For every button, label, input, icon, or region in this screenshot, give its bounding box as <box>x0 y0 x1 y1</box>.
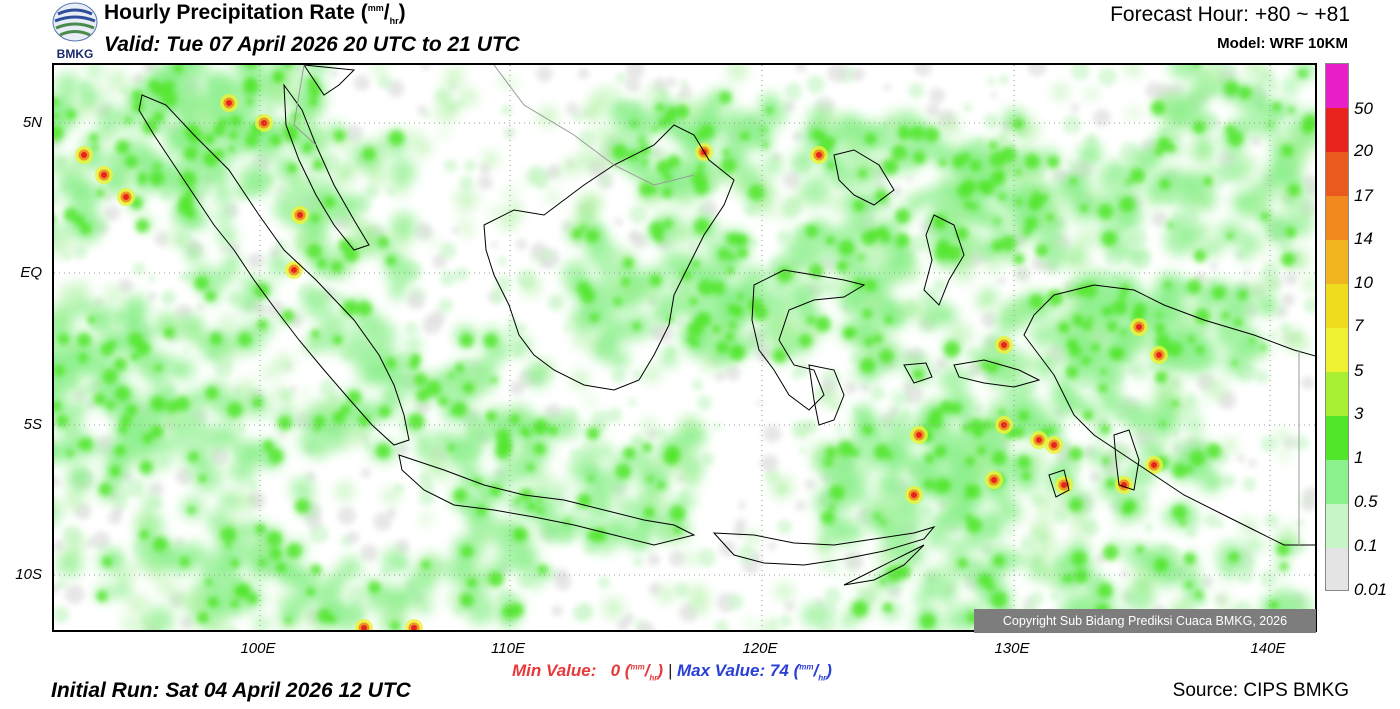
legend-swatch-50 <box>1326 64 1348 108</box>
color-legend <box>1325 63 1349 591</box>
legend-swatch-3 <box>1326 372 1348 416</box>
chart-title: Hourly Precipitation Rate (mm/hr) <box>104 1 406 27</box>
legend-label-50: 50 <box>1354 99 1373 118</box>
legend-label-5: 5 <box>1354 361 1364 380</box>
tanimbar-coast <box>1048 469 1070 498</box>
legend-swatch-5 <box>1326 328 1348 372</box>
legend-swatch-10 <box>1326 240 1348 284</box>
legend-label-1: 1 <box>1354 448 1364 467</box>
lon-label-140e: 140E <box>1250 640 1286 657</box>
papua-coast <box>1023 284 1315 546</box>
max-unit-num: mm <box>799 662 814 672</box>
copyright-banner: Copyright Sub Bidang Prediksi Cuaca BMKG… <box>974 609 1316 633</box>
buru-coast <box>903 362 933 384</box>
legend-swatch-17 <box>1326 152 1348 196</box>
timor-coast <box>843 544 925 586</box>
legend-label-14: 14 <box>1354 229 1373 248</box>
legend-swatch-0-1 <box>1326 504 1348 548</box>
legend-swatch-7 <box>1326 284 1348 328</box>
title-unit-den: hr <box>389 16 399 27</box>
min-unit-den: hr <box>649 673 658 683</box>
map-canvas <box>54 65 1315 630</box>
legend-swatch-20 <box>1326 108 1348 152</box>
seram-coast <box>953 359 1041 388</box>
lat-label-5s: 5S <box>23 416 42 433</box>
logo-text: BMKG <box>57 47 94 60</box>
source-credit: Source: CIPS BMKG <box>1172 680 1349 701</box>
map-grid <box>54 65 1315 630</box>
sunda-coast <box>712 526 936 566</box>
legend-swatch-14 <box>1326 196 1348 240</box>
title-close: ) <box>398 1 406 24</box>
max-label: Max Value: <box>676 661 766 680</box>
title-text: Hourly Precipitation Rate ( <box>104 1 368 24</box>
aru-coast <box>1113 429 1140 491</box>
lon-label-100e: 100E <box>240 640 276 657</box>
title-unit-num: mm <box>367 3 384 13</box>
legend-label-17: 17 <box>1354 186 1373 205</box>
valid-time: Valid: Tue 07 April 2026 20 UTC to 21 UT… <box>104 33 520 56</box>
legend-label-0-5: 0.5 <box>1354 492 1378 511</box>
lon-label-120e: 120E <box>742 640 778 657</box>
min-value: 0 <box>610 661 621 680</box>
indochina-coast <box>303 65 356 96</box>
model-name: Model: WRF 10KM <box>1217 35 1348 52</box>
legend-swatch-0-5 <box>1326 460 1348 504</box>
legend-label-7: 7 <box>1354 316 1364 335</box>
precipitation-map <box>52 63 1317 632</box>
stats-separator: | <box>667 661 673 680</box>
max-value: 74 <box>769 661 789 680</box>
min-unit-num: mm <box>630 662 645 672</box>
sulawesi-coast <box>751 269 866 411</box>
sumatra-coast <box>138 94 410 446</box>
initial-run: Initial Run: Sat 04 April 2026 12 UTC <box>51 679 411 702</box>
legend-label-20: 20 <box>1354 141 1373 160</box>
max-unit-den: hr <box>818 673 827 683</box>
bmkg-logo: BMKG <box>52 2 98 61</box>
lat-label-10s: 10S <box>15 566 42 583</box>
min-max-values: Min Value: 0 (mm/hr) | Max Value: 74 (mm… <box>512 661 832 683</box>
lat-label-eq: EQ <box>20 264 42 281</box>
mindanao-coast <box>833 149 895 206</box>
malay-coast <box>283 83 370 251</box>
lat-label-5n: 5N <box>22 114 42 131</box>
legend-label-0-01: 0.01 <box>1354 580 1388 599</box>
halmahera-coast <box>923 214 965 306</box>
legend-label-10: 10 <box>1354 273 1373 292</box>
borneo-coast <box>483 124 735 391</box>
coastlines <box>138 65 1315 586</box>
legend-label-0-1: 0.1 <box>1354 536 1378 555</box>
legend-swatch-1 <box>1326 416 1348 460</box>
lon-label-110e: 110E <box>491 640 525 657</box>
forecast-hour: Forecast Hour: +80 ~ +81 <box>1110 3 1350 26</box>
sulawesi-se-coast <box>808 364 845 426</box>
borders <box>293 65 1300 545</box>
java-coast <box>398 454 696 546</box>
legend-swatch-0-01 <box>1326 548 1348 590</box>
min-label: Min Value: <box>512 661 597 680</box>
legend-label-3: 3 <box>1354 404 1364 423</box>
lon-label-130e: 130E <box>994 640 1030 657</box>
